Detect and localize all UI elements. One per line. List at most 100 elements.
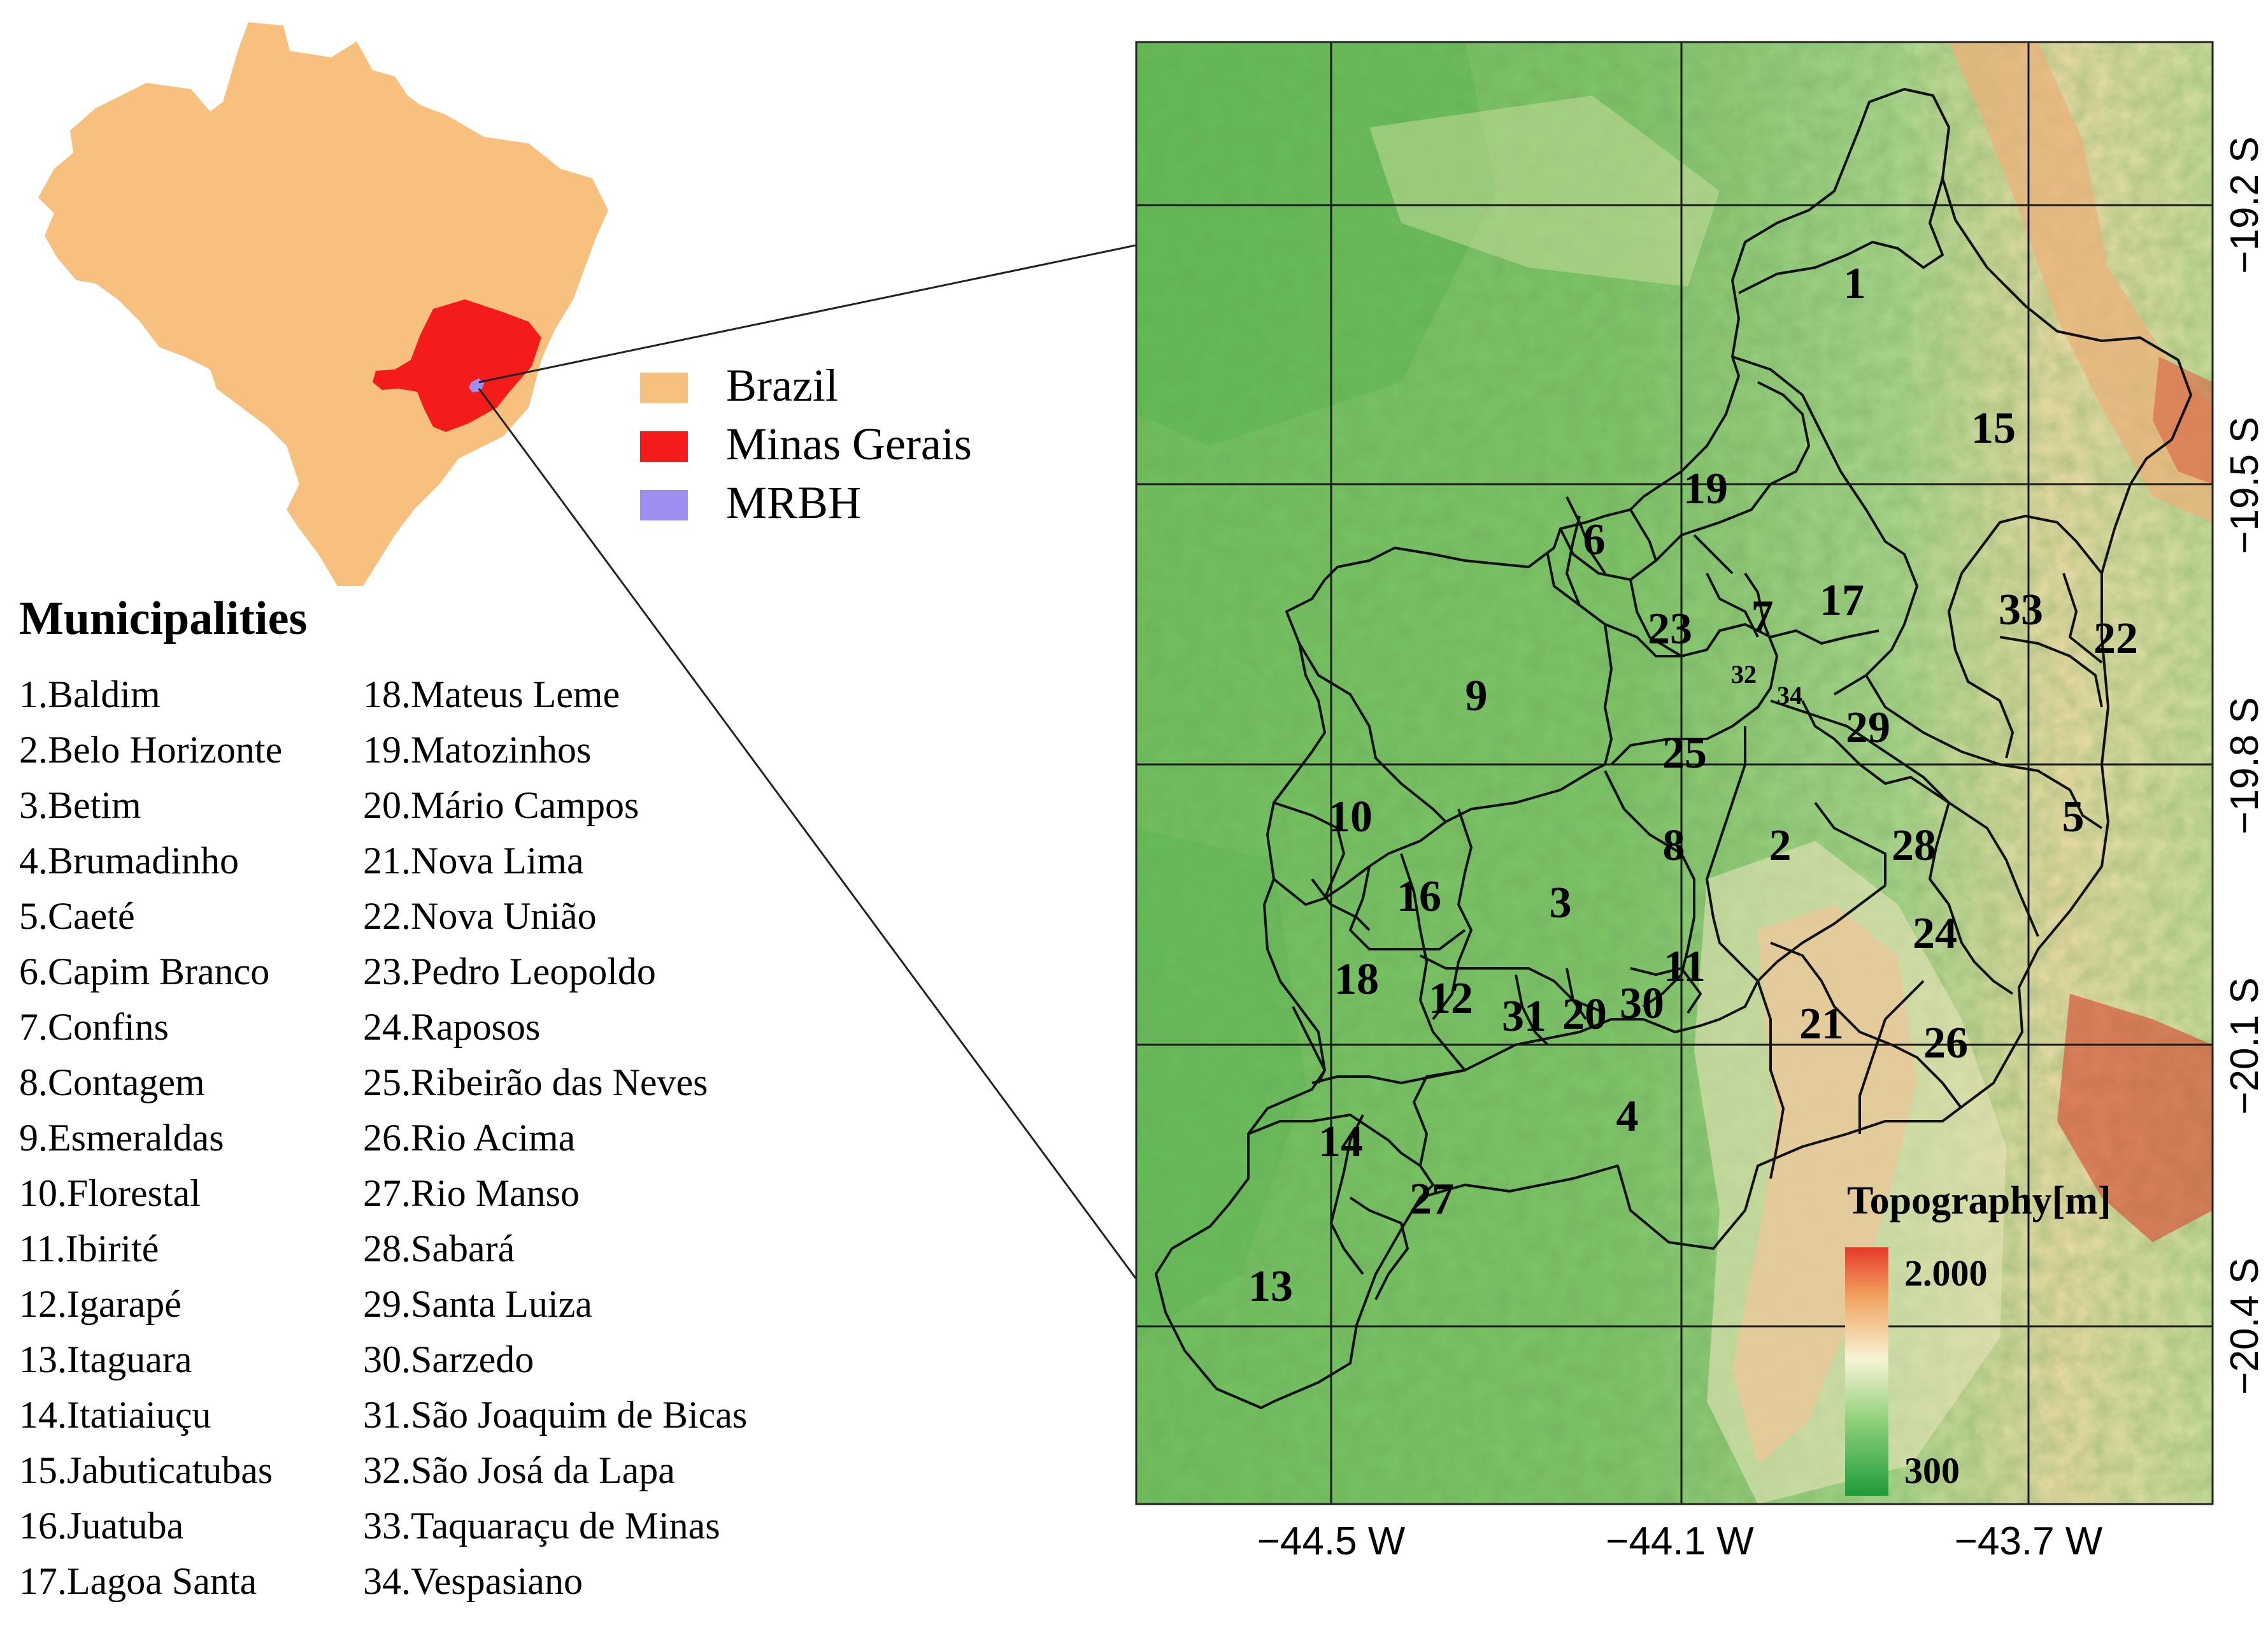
municipality-label-29: 29 bbox=[1846, 703, 1890, 752]
municipality-label-32: 32 bbox=[1731, 660, 1757, 689]
municipality-label-31: 31 bbox=[1502, 992, 1546, 1041]
municipality-list-item: 1.Baldim bbox=[19, 673, 160, 715]
municipality-list-item: 29.Santa Luiza bbox=[363, 1283, 592, 1325]
municipality-label-16: 16 bbox=[1397, 872, 1441, 921]
municipality-label-28: 28 bbox=[1892, 821, 1936, 870]
pale-patch-center bbox=[1369, 96, 1720, 287]
colorbar-min-label: 300 bbox=[1904, 1450, 1960, 1491]
municipality-list-item: 9.Esmeraldas bbox=[19, 1117, 224, 1159]
municipality-list-item: 16.Juatuba bbox=[19, 1505, 183, 1547]
municipality-label-12: 12 bbox=[1429, 974, 1473, 1023]
municipality-list-item: 20.Mário Campos bbox=[363, 784, 639, 826]
municipality-list-item: 14.Itatiaiuçu bbox=[19, 1394, 211, 1436]
latitude-tick-label: −19.8 S bbox=[2223, 697, 2267, 834]
municipality-list-item: 31.São Joaquim de Bicas bbox=[363, 1394, 747, 1436]
municipality-label-24: 24 bbox=[1913, 909, 1957, 958]
latitude-tick-labels: −19.2 S −19.5 S −19.8 S −20.1 S −20.4 S bbox=[2223, 136, 2267, 1394]
municipality-label-34: 34 bbox=[1777, 681, 1802, 710]
municipality-label-15: 15 bbox=[1971, 404, 2016, 453]
colorbar-title: Topography[m] bbox=[1847, 1179, 2111, 1222]
municipality-list-item: 4.Brumadinho bbox=[19, 840, 239, 882]
municipality-list-item: 11.Ibirité bbox=[19, 1228, 159, 1270]
latitude-tick-label: −20.1 S bbox=[2223, 977, 2267, 1114]
municipality-label-18: 18 bbox=[1334, 955, 1379, 1004]
latitude-tick-label: −19.2 S bbox=[2223, 136, 2267, 273]
municipality-label-20: 20 bbox=[1562, 990, 1607, 1039]
municipality-label-14: 14 bbox=[1318, 1117, 1363, 1166]
municipalities-title: Municipalities bbox=[19, 592, 307, 645]
municipality-label-19: 19 bbox=[1683, 464, 1728, 513]
municipality-list-item: 17.Lagoa Santa bbox=[19, 1560, 257, 1602]
municipality-list-item: 7.Confins bbox=[19, 1006, 169, 1048]
municipality-list-item: 22.Nova União bbox=[363, 895, 597, 937]
municipality-label-21: 21 bbox=[1799, 1000, 1844, 1049]
minas-gerais-shape bbox=[373, 299, 541, 432]
municipality-list-item: 8.Contagem bbox=[19, 1061, 205, 1103]
municipality-label-5: 5 bbox=[2062, 792, 2085, 842]
municipality-label-8: 8 bbox=[1663, 821, 1685, 870]
municipality-list-item: 27.Rio Manso bbox=[363, 1172, 580, 1214]
municipality-list-item: 26.Rio Acima bbox=[363, 1117, 575, 1159]
colorbar-max-label: 2.000 bbox=[1904, 1252, 1988, 1294]
highland-belt-southeast bbox=[2057, 994, 2213, 1242]
municipality-list-item: 5.Caeté bbox=[19, 895, 135, 937]
outer-boundary bbox=[1155, 88, 2192, 1409]
municipality-label-10: 10 bbox=[1328, 792, 1373, 842]
municipality-list-item: 19.Matozinhos bbox=[363, 729, 591, 771]
municipality-list-item: 18.Mateus Leme bbox=[363, 673, 620, 715]
legend-label: Brazil bbox=[726, 360, 838, 411]
legend-swatch bbox=[640, 431, 688, 462]
municipality-label-25: 25 bbox=[1662, 729, 1707, 778]
highland-pale-area bbox=[1694, 841, 2006, 1504]
municipality-label-11: 11 bbox=[1664, 942, 1706, 991]
municipality-label-17: 17 bbox=[1820, 576, 1864, 625]
longitude-tick-label: −44.5 W bbox=[1257, 1519, 1406, 1563]
legend-label: MRBH bbox=[726, 477, 861, 528]
latitude-tick-label: −19.5 S bbox=[2223, 417, 2267, 554]
municipality-label-13: 13 bbox=[1248, 1262, 1293, 1311]
municipality-label-1: 1 bbox=[1844, 259, 1866, 308]
municipality-label-6: 6 bbox=[1583, 515, 1606, 564]
longitude-tick-label: −43.7 W bbox=[1955, 1519, 2103, 1563]
topography-colorbar: Topography[m] 2.000 300 bbox=[1845, 1179, 2111, 1496]
brazil-inset bbox=[38, 22, 608, 586]
colorbar-gradient bbox=[1845, 1247, 1888, 1496]
municipalities-column-1: 1.Baldim 2.Belo Horizonte 3.Betim 4.Brumadi… bbox=[19, 673, 282, 1602]
region-legend: Brazil Minas Gerais MRBH bbox=[640, 360, 972, 528]
lowland-west bbox=[1136, 828, 1306, 1338]
graticule bbox=[1136, 42, 2213, 1504]
municipality-list-item: 33.Taquaraçu de Minas bbox=[363, 1505, 720, 1547]
municipality-label-22: 22 bbox=[2093, 614, 2138, 663]
municipality-label-3: 3 bbox=[1550, 878, 1572, 928]
municipality-list-item: 28.Sabará bbox=[363, 1228, 515, 1270]
map-frame bbox=[1135, 41, 2214, 1505]
municipality-list-item: 32.São Josá da Lapa bbox=[363, 1449, 675, 1491]
municipality-list-item: 34.Vespasiano bbox=[363, 1560, 583, 1602]
latitude-tick-label: −20.4 S bbox=[2223, 1258, 2267, 1394]
municipality-label-9: 9 bbox=[1466, 671, 1488, 720]
legend-swatch bbox=[640, 373, 688, 403]
municipal-boundaries bbox=[1155, 88, 2192, 1409]
municipality-list-item: 23.Pedro Leopoldo bbox=[363, 950, 656, 993]
highland-belt-red bbox=[2153, 357, 2213, 484]
legend-swatch bbox=[640, 490, 688, 520]
legend-label: Minas Gerais bbox=[726, 419, 972, 469]
municipality-label-26: 26 bbox=[1923, 1019, 1968, 1068]
municipality-label-23: 23 bbox=[1648, 605, 1692, 654]
municipality-list-item: 21.Nova Lima bbox=[363, 840, 584, 882]
municipality-list-item: 25.Ribeirão das Neves bbox=[363, 1061, 708, 1103]
highland-belt-north bbox=[1949, 42, 2213, 522]
municipality-list-item: 24.Raposos bbox=[363, 1006, 540, 1048]
municipality-label-30: 30 bbox=[1620, 979, 1664, 1028]
municipality-label-7: 7 bbox=[1751, 592, 1774, 641]
brazil-shape bbox=[38, 22, 608, 586]
municipality-list-item: 2.Belo Horizonte bbox=[19, 729, 282, 771]
municipalities-column-2: 18.Mateus Leme 19.Matozinhos 20.Mário Camp… bbox=[363, 673, 747, 1602]
municipality-list-item: 30.Sarzedo bbox=[363, 1338, 534, 1380]
municipality-label-33: 33 bbox=[1999, 585, 2043, 634]
municipality-list-item: 3.Betim bbox=[19, 784, 141, 826]
